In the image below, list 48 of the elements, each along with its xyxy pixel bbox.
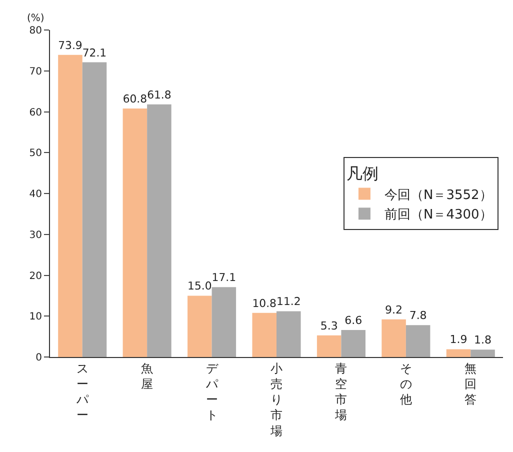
y-tick-label: 70 xyxy=(29,66,42,78)
y-tick-label: 40 xyxy=(29,189,42,200)
bar xyxy=(470,350,495,357)
legend-label: 前回（N＝4300） xyxy=(384,208,492,223)
data-label: 6.6 xyxy=(344,314,362,328)
bar xyxy=(188,296,212,357)
bar xyxy=(122,108,148,357)
data-label: 17.1 xyxy=(212,271,236,284)
data-label: 1.8 xyxy=(474,334,492,347)
x-tick-label: その他 xyxy=(400,361,412,407)
data-label: 7.8 xyxy=(409,309,427,322)
bar xyxy=(341,330,366,357)
x-tick-label: スーパー xyxy=(75,361,90,422)
bar xyxy=(252,312,276,357)
data-label: 1.9 xyxy=(450,333,468,346)
bar xyxy=(58,54,82,357)
data-label: 5.3 xyxy=(320,319,338,332)
legend-label: 今回（N＝3552） xyxy=(384,188,492,203)
y-axis-title: (%) xyxy=(27,13,44,24)
x-tick-label: デパート xyxy=(204,361,219,422)
data-label: 72.1 xyxy=(82,46,107,60)
data-label: 73.9 xyxy=(58,38,82,52)
bar xyxy=(276,311,301,357)
y-tick-label: 10 xyxy=(29,312,42,323)
y-tick-label: 50 xyxy=(29,148,42,160)
y-tick-label: 0 xyxy=(36,352,42,364)
y-tick-label: 20 xyxy=(29,270,42,282)
data-label: 15.0 xyxy=(188,280,212,293)
y-tick-label: 30 xyxy=(29,230,42,241)
data-label: 9.2 xyxy=(385,303,403,316)
bar xyxy=(316,335,342,357)
bar xyxy=(446,349,471,357)
data-label: 11.2 xyxy=(276,295,301,308)
bar xyxy=(406,325,430,357)
data-label: 10.8 xyxy=(252,296,277,310)
x-tick-label: 小売り市場 xyxy=(270,361,282,438)
x-tick-label: 魚屋 xyxy=(141,361,154,391)
bar xyxy=(212,287,236,357)
y-tick-label: 60 xyxy=(29,107,42,118)
data-label: 60.8 xyxy=(122,92,148,106)
bar xyxy=(382,319,406,357)
bar xyxy=(147,104,172,357)
bar xyxy=(82,62,107,357)
x-tick-label: 青空市場 xyxy=(334,361,348,422)
y-tick-label: 80 xyxy=(29,26,42,36)
x-tick-label: 無回答 xyxy=(464,361,477,407)
data-label: 61.8 xyxy=(147,88,172,102)
legend-title: 凡例 xyxy=(346,164,378,183)
